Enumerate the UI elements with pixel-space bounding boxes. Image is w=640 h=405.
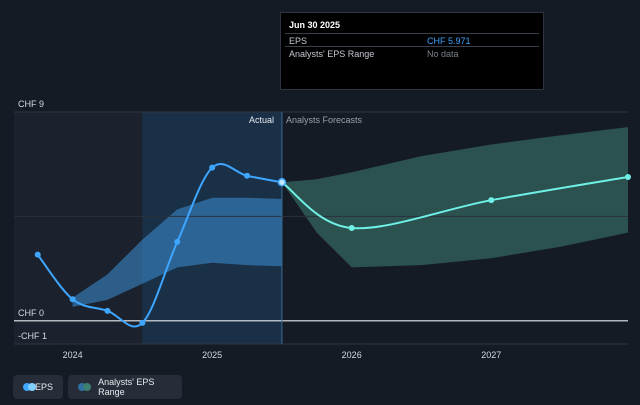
hover-tooltip: Jun 30 2025 EPS CHF 5.971 Analysts' EPS … xyxy=(280,12,544,90)
tooltip-row-eps: EPS CHF 5.971 xyxy=(285,33,539,47)
x-tick-label: 2025 xyxy=(202,350,222,360)
legend-range-toggle[interactable]: Analysts' EPS Range xyxy=(68,375,182,399)
legend-eps-toggle[interactable]: EPS xyxy=(13,375,63,399)
eps-point[interactable] xyxy=(69,296,76,303)
eps-forecast-point[interactable] xyxy=(488,197,495,204)
eps-point[interactable] xyxy=(244,172,251,179)
tooltip-range-value: No data xyxy=(427,49,459,59)
eps-point[interactable] xyxy=(209,164,216,171)
actual-section-label: Actual xyxy=(249,115,274,125)
legend-range-label: Analysts' EPS Range xyxy=(98,377,155,397)
y-tick-label: CHF 0 xyxy=(18,308,44,318)
analyst-range-band-past xyxy=(72,197,282,307)
tooltip-range-label: Analysts' EPS Range xyxy=(289,49,375,59)
eps-point[interactable] xyxy=(139,319,146,326)
y-tick-label: CHF 9 xyxy=(18,99,44,109)
eps-forecast-point[interactable] xyxy=(348,225,355,231)
eps-line xyxy=(36,163,283,328)
x-tick-label: 2026 xyxy=(342,350,362,360)
eps-point[interactable] xyxy=(34,251,41,258)
eps-forecast-point[interactable] xyxy=(625,173,631,180)
tooltip-row-range: Analysts' EPS Range No data xyxy=(285,46,539,60)
x-tick-label: 2027 xyxy=(481,350,501,360)
range-legend-dots-icon xyxy=(78,383,91,391)
eps-point[interactable] xyxy=(174,238,181,245)
legend-eps-label: EPS xyxy=(34,382,53,392)
eps-legend-dots-icon xyxy=(23,383,36,391)
tooltip-eps-value: CHF 5.971 xyxy=(427,36,471,46)
x-tick-label: 2024 xyxy=(63,350,83,360)
eps-point-selected[interactable] xyxy=(277,178,287,187)
eps-point[interactable] xyxy=(104,307,111,314)
forecast-section-label: Analysts Forecasts xyxy=(286,115,363,125)
analyst-range-band-forecast xyxy=(281,127,628,268)
eps-forecast-line xyxy=(281,176,629,230)
tooltip-date: Jun 30 2025 xyxy=(289,20,341,30)
y-tick-label: -CHF 1 xyxy=(18,331,47,341)
tooltip-eps-label: EPS xyxy=(289,36,308,46)
